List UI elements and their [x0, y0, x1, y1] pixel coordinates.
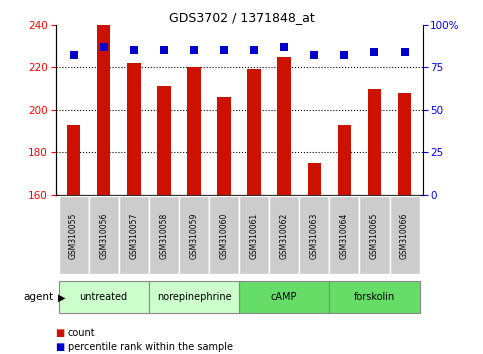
- Bar: [338, 125, 351, 195]
- Bar: [299, 196, 329, 274]
- Text: ■: ■: [56, 328, 65, 338]
- Bar: [157, 86, 170, 195]
- Text: ▶: ▶: [57, 292, 65, 302]
- Text: forskolin: forskolin: [354, 292, 395, 302]
- Bar: [308, 163, 321, 195]
- Text: GSM310066: GSM310066: [400, 212, 409, 259]
- Text: cAMP: cAMP: [271, 292, 298, 302]
- Point: [250, 47, 258, 53]
- Text: ■: ■: [56, 342, 65, 352]
- Text: norepinephrine: norepinephrine: [156, 292, 231, 302]
- Text: GSM310059: GSM310059: [189, 212, 199, 259]
- Text: GSM310065: GSM310065: [370, 212, 379, 259]
- Text: GSM310061: GSM310061: [250, 212, 258, 258]
- Text: GSM310060: GSM310060: [220, 212, 228, 259]
- Point: [70, 52, 77, 58]
- Bar: [119, 196, 149, 274]
- Text: GDS3702 / 1371848_at: GDS3702 / 1371848_at: [169, 11, 314, 24]
- Text: GSM310064: GSM310064: [340, 212, 349, 259]
- Bar: [97, 25, 111, 195]
- Text: agent: agent: [23, 292, 53, 302]
- Bar: [67, 125, 80, 195]
- Bar: [368, 88, 381, 195]
- Text: GSM310058: GSM310058: [159, 212, 169, 258]
- Bar: [217, 97, 231, 195]
- Bar: [247, 69, 261, 195]
- Bar: [58, 281, 149, 313]
- Bar: [277, 57, 291, 195]
- Bar: [329, 281, 420, 313]
- Bar: [239, 196, 269, 274]
- Point: [280, 44, 288, 50]
- Bar: [179, 196, 209, 274]
- Point: [160, 47, 168, 53]
- Bar: [239, 281, 329, 313]
- Text: GSM310062: GSM310062: [280, 212, 289, 258]
- Bar: [149, 281, 239, 313]
- Bar: [329, 196, 359, 274]
- Point: [341, 52, 348, 58]
- Bar: [269, 196, 299, 274]
- Point: [130, 47, 138, 53]
- Text: GSM310057: GSM310057: [129, 212, 138, 259]
- Point: [311, 52, 318, 58]
- Bar: [127, 63, 141, 195]
- Bar: [187, 67, 201, 195]
- Text: GSM310063: GSM310063: [310, 212, 319, 259]
- Bar: [89, 196, 119, 274]
- Text: percentile rank within the sample: percentile rank within the sample: [68, 342, 233, 352]
- Bar: [209, 196, 239, 274]
- Bar: [389, 196, 420, 274]
- Bar: [398, 93, 412, 195]
- Text: GSM310056: GSM310056: [99, 212, 108, 259]
- Text: GSM310055: GSM310055: [69, 212, 78, 259]
- Bar: [359, 196, 389, 274]
- Point: [220, 47, 228, 53]
- Text: untreated: untreated: [80, 292, 128, 302]
- Point: [401, 49, 409, 55]
- Bar: [58, 196, 89, 274]
- Point: [100, 44, 108, 50]
- Point: [370, 49, 378, 55]
- Point: [190, 47, 198, 53]
- Bar: [149, 196, 179, 274]
- Text: count: count: [68, 328, 95, 338]
